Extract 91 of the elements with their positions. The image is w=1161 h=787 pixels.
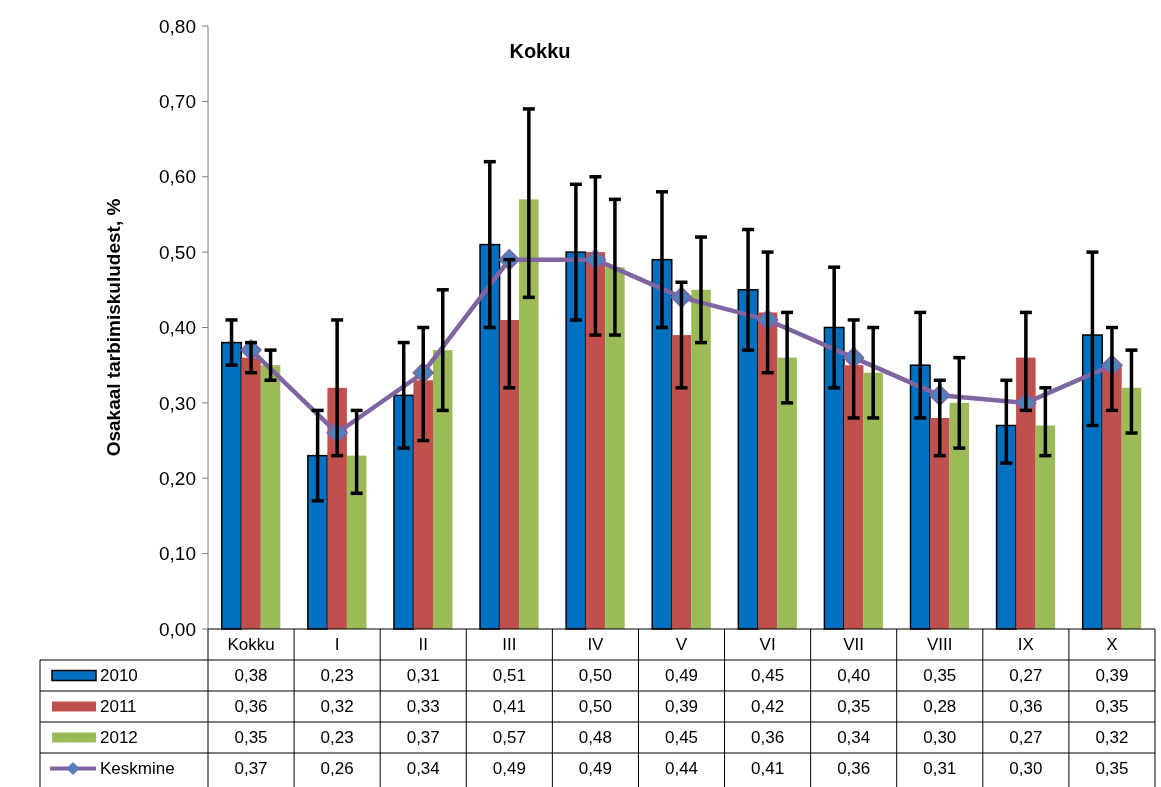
bar xyxy=(413,380,433,629)
bar xyxy=(1102,365,1122,629)
x-tick-label: II xyxy=(418,635,428,655)
bar xyxy=(930,417,950,629)
y-axis-title: Osakaal tarbimiskuludest, % xyxy=(103,198,124,457)
data-label: 0,50 xyxy=(578,697,612,717)
bar xyxy=(671,335,692,629)
y-tick-label: 0,70 xyxy=(159,91,196,113)
data-label: 0,41 xyxy=(751,759,785,779)
data-label: 0,38 xyxy=(234,666,268,686)
data-label: 0,31 xyxy=(923,759,957,779)
data-label: 0,27 xyxy=(1009,666,1043,686)
x-tick-label: IV xyxy=(587,635,605,655)
y-tick-label: 0,60 xyxy=(159,166,196,188)
bar xyxy=(949,402,970,629)
data-label: 0,36 xyxy=(234,697,268,717)
x-tick-label: Kokku xyxy=(227,635,275,655)
data-label: 0,36 xyxy=(1009,697,1043,717)
x-tick-label: III xyxy=(502,635,517,655)
data-label: 0,41 xyxy=(492,697,526,717)
bar xyxy=(863,372,883,629)
data-label: 0,27 xyxy=(1009,728,1043,748)
data-label: 0,39 xyxy=(664,697,699,717)
data-label: 0,31 xyxy=(406,666,440,686)
data-label: 0,35 xyxy=(837,697,871,717)
x-tick-label: X xyxy=(1106,635,1118,655)
data-label: 0,34 xyxy=(837,728,871,748)
data-label: 0,23 xyxy=(320,728,354,748)
data-label: 0,50 xyxy=(578,666,612,686)
data-label: 0,35 xyxy=(1095,759,1129,779)
x-tick-label: VII xyxy=(843,635,865,655)
data-label: 0,23 xyxy=(320,666,354,686)
text: Kokku xyxy=(509,40,571,62)
y-tick-label: 0,50 xyxy=(159,241,196,263)
bar xyxy=(843,365,864,629)
data-label: 0,57 xyxy=(492,728,526,748)
x-tick-label: I xyxy=(334,635,340,655)
data-label: 0,32 xyxy=(320,697,354,717)
bar xyxy=(346,455,367,629)
x-tick-label: VIII xyxy=(927,635,953,655)
bar xyxy=(1121,387,1142,629)
legend-label: 2011 xyxy=(100,697,137,717)
bar xyxy=(1016,357,1036,629)
y-tick-label: 0,30 xyxy=(159,392,196,414)
data-label: 0,40 xyxy=(837,666,871,686)
data-label: 0,45 xyxy=(664,728,699,748)
data-label: 0,28 xyxy=(923,697,957,717)
y-tick-label: 0,80 xyxy=(159,15,196,37)
legend-label: Keskmine xyxy=(100,759,175,779)
legend-label: 2010 xyxy=(100,666,138,686)
data-label: 0,39 xyxy=(1095,666,1129,686)
y-tick-label: 0,20 xyxy=(159,467,196,489)
data-label: 0,35 xyxy=(234,728,268,748)
bar xyxy=(585,252,606,629)
data-label: 0,35 xyxy=(1095,697,1129,717)
y-tick-label: 0,10 xyxy=(159,543,196,565)
x-tick-label: V xyxy=(675,635,688,655)
bar xyxy=(260,365,281,629)
data-label: 0,30 xyxy=(923,728,957,748)
bar xyxy=(691,289,711,629)
bar xyxy=(605,267,625,629)
data-label: 0,51 xyxy=(492,666,526,686)
bar xyxy=(757,312,778,629)
y-tick-label: 0,00 xyxy=(159,618,196,640)
data-label: 0,30 xyxy=(1009,759,1043,779)
data-label: 0,37 xyxy=(234,759,268,779)
data-label: 0,37 xyxy=(406,728,440,748)
data-label: 0,36 xyxy=(837,759,871,779)
data-label: 0,49 xyxy=(578,759,612,779)
x-tick-label: IX xyxy=(1017,635,1034,655)
data-label: 0,36 xyxy=(751,728,785,748)
data-label: 0,49 xyxy=(664,666,699,686)
legend-label: 2012 xyxy=(100,728,138,748)
data-label: 0,32 xyxy=(1095,728,1129,748)
data-label: 0,35 xyxy=(923,666,957,686)
bar xyxy=(499,319,520,629)
data-label: 0,42 xyxy=(751,697,785,717)
bar xyxy=(777,357,797,629)
data-label: 0,34 xyxy=(406,759,440,779)
data-label: 0,26 xyxy=(320,759,354,779)
y-tick-label: 0,40 xyxy=(159,317,196,339)
x-tick-label: VI xyxy=(759,635,776,655)
bar xyxy=(519,199,539,629)
data-label: 0,44 xyxy=(664,759,699,779)
bar xyxy=(1035,425,1056,629)
bar xyxy=(241,357,261,629)
data-label: 0,49 xyxy=(492,759,526,779)
data-label: 0,48 xyxy=(578,728,612,748)
bar xyxy=(432,350,453,629)
data-label: 0,33 xyxy=(406,697,440,717)
data-label: 0,45 xyxy=(751,666,785,686)
